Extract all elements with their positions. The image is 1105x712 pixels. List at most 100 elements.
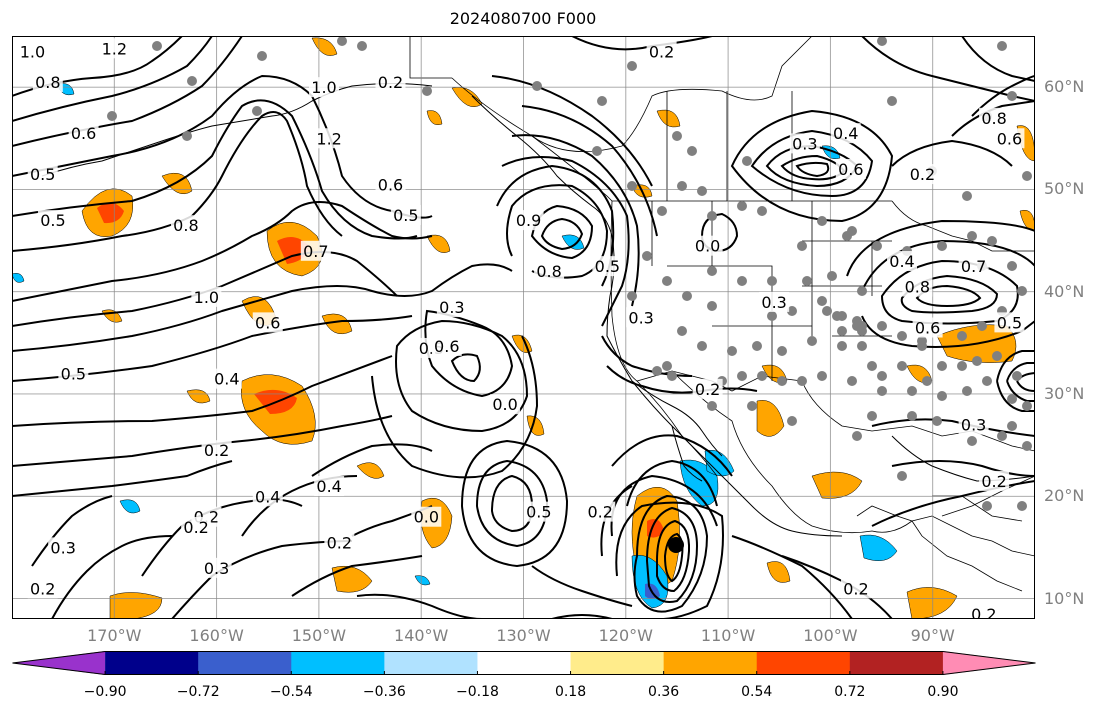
contour-label: 0.6 (997, 129, 1022, 148)
longitude-label: 170°W (87, 626, 142, 645)
contour-label-bg (390, 204, 421, 225)
latitude-label: 30°N (1044, 383, 1085, 403)
colorbar-segment (756, 651, 851, 675)
contour-label: 0.4 (316, 477, 341, 496)
contour-label-bg (211, 368, 242, 389)
contour-label: 0.3 (439, 298, 464, 317)
contour-label: 1.2 (102, 39, 127, 58)
contour-label: 0.2 (30, 579, 55, 598)
latitude-label: 20°N (1044, 486, 1085, 506)
contour-label: 0.2 (378, 73, 403, 92)
longitude-label: 100°W (803, 626, 858, 645)
contour-label-bg (375, 174, 406, 195)
contour-label-bg (626, 307, 657, 328)
contour-label-bg (835, 158, 866, 179)
colorbar-extend-low (12, 651, 106, 675)
colorbar-tick-label: 0.54 (741, 684, 773, 700)
contour-label: 0.5 (30, 165, 55, 184)
contour-label: 0.3 (628, 308, 653, 327)
contour-label-bg (759, 291, 790, 312)
longitude-label: 140°W (394, 626, 449, 645)
contour-label-bg (37, 210, 68, 231)
colorbar-segment (849, 651, 944, 675)
contour-label-bg (692, 378, 723, 399)
contour-label-bg (375, 72, 406, 93)
map-frame (12, 36, 1035, 619)
contour-label: 0.6 (838, 160, 863, 179)
longitude-label: 160°W (189, 626, 244, 645)
contour-label: 0.9 (516, 211, 541, 230)
contour-label: 1.2 (316, 129, 341, 148)
colorbar-tick-label: −0.18 (456, 684, 499, 700)
contour-label-bg (436, 297, 467, 318)
contour-label: 0.2 (971, 605, 996, 619)
longitude-label: 150°W (291, 626, 347, 645)
contour-label-bg (58, 363, 89, 384)
contour-label-bg (324, 532, 355, 553)
contour-label: 0.3 (50, 538, 75, 557)
contour-label: 0.8 (536, 262, 561, 281)
contour-label: 0.7 (303, 242, 328, 261)
longitude-label: 120°W (598, 626, 653, 645)
colorbar-segment (105, 651, 199, 675)
contour-label: 0.5 (40, 211, 65, 230)
colorbar-segment (291, 651, 385, 675)
contour-label-bg (912, 317, 943, 338)
contour-label: 0.5 (595, 257, 620, 276)
contour-label-bg (692, 235, 723, 256)
contour-label-bg (958, 256, 989, 277)
contour-label-bg (902, 276, 933, 297)
contour-label-bg (968, 603, 999, 619)
contour-label: 0.3 (792, 134, 817, 153)
contour-label-bg (979, 470, 1010, 491)
contour-label-bg (994, 128, 1025, 149)
contour-label-bg (314, 476, 345, 497)
contour-label-bg (27, 578, 58, 599)
contour-label-bg (840, 578, 871, 599)
contour-label: 0.8 (981, 109, 1006, 128)
contour-label: 0.6 (915, 319, 940, 338)
contour-label-bg (170, 215, 201, 236)
contour-label-bg (979, 107, 1010, 128)
colorbar-tick-label: −0.36 (362, 684, 406, 700)
contour-label: 0.3 (204, 559, 229, 578)
contour-label: 0.4 (889, 252, 914, 271)
map-panel: 1.0 1.20.80.60.50.50.50.30.20.81.00.70.60… (12, 36, 1035, 619)
contour-label-layer: 1.0 1.20.80.60.50.50.50.30.20.81.00.70.60… (17, 38, 1025, 619)
contour-label: 0.0 (695, 237, 720, 256)
contour-label-bg (68, 123, 99, 144)
contour-label: 0.4 (833, 124, 858, 143)
contour-label-bg (523, 501, 554, 522)
contour-label: 0.2 (204, 441, 229, 460)
colorbar-tick-label: 0.90 (927, 684, 959, 700)
contour-label-bg (27, 164, 58, 185)
contour-label: 0.8 (173, 216, 198, 235)
colorbar-tick-label: −0.54 (269, 684, 313, 700)
contour-label-bg (585, 501, 616, 522)
contour-label-bg (887, 251, 918, 272)
contour-label: 0.2 (981, 472, 1006, 491)
colorbar (12, 651, 1036, 675)
contour-label: 0.5 (61, 365, 86, 384)
colorbar-segment (477, 651, 572, 675)
contour-label-bg (431, 335, 462, 356)
contour-label-bg (411, 506, 442, 527)
contour-label-bg (513, 210, 544, 231)
contour-label-bg (490, 394, 521, 415)
contour-label-bg (201, 440, 232, 461)
latitude-label: 50°N (1044, 179, 1085, 199)
contour-label: 0.0 (492, 395, 517, 414)
contour-label: 0.4 (214, 370, 239, 389)
contour-label-bg (907, 164, 938, 185)
latitude-label: 60°N (1044, 77, 1085, 97)
contour-label: 0.6 (71, 124, 96, 143)
contour-label-bg (201, 557, 232, 578)
contour-label: 0.5 (526, 503, 551, 522)
contour-label-bg (830, 123, 861, 144)
latitude-label: 40°N (1044, 281, 1085, 301)
colorbar-segment (198, 651, 292, 675)
storm-center-marker (668, 537, 684, 553)
contour-label: 1.0 (20, 42, 45, 61)
contour-label: 0.8 (35, 73, 60, 92)
contour-label-bg (252, 486, 283, 507)
